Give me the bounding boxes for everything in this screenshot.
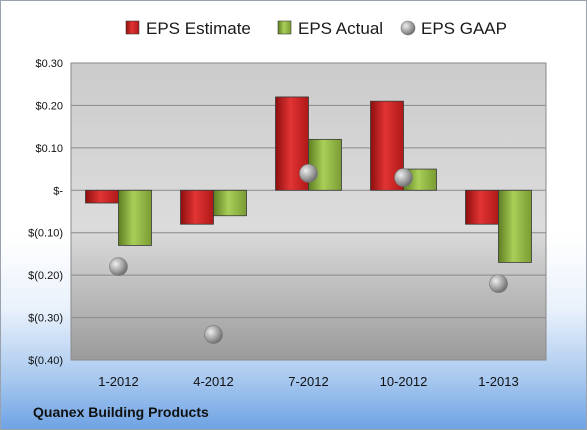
bar-eps-estimate-4-2012: [180, 189, 214, 225]
marker-eps-gaap-1-2012: [109, 257, 128, 276]
x-axis: 1-2012 4-2012 7-2012 10-2012 1-2013: [98, 374, 518, 389]
legend-swatch: [400, 20, 416, 36]
bar-eps-actual-4-2012: [213, 189, 247, 217]
y-tick-label: $(0.40): [28, 355, 63, 367]
bar-eps-estimate-1-2013: [465, 189, 499, 225]
legend-label: EPS Actual: [298, 19, 383, 38]
bar-eps-actual-1-2013: [498, 189, 532, 263]
y-tick-label: $(0.10): [28, 228, 63, 240]
legend: EPS Estimate EPS Actual EPS GAAP: [125, 19, 507, 38]
bar-eps-actual-7-2012: [308, 138, 342, 191]
x-tick-label: 1-2012: [98, 374, 138, 389]
x-tick-label: 7-2012: [288, 374, 328, 389]
y-tick-label: $0.10: [35, 143, 63, 155]
legend-swatch: [125, 20, 140, 35]
bar-eps-estimate-1-2012: [85, 189, 119, 204]
marker-eps-gaap-7-2012: [299, 164, 318, 183]
x-tick-label: 1-2013: [478, 374, 518, 389]
marker-eps-gaap-10-2012: [394, 168, 413, 187]
legend-label: EPS GAAP: [421, 19, 507, 38]
gaap-markers: [109, 164, 508, 344]
marker-eps-gaap-4-2012: [204, 325, 223, 344]
legend-label: EPS Estimate: [146, 19, 251, 38]
x-tick-label: 10-2012: [380, 374, 428, 389]
bars: [85, 96, 532, 263]
y-axis: $0.30 $0.20 $0.10 $- $(0.10) $(0.20) $(0.30) $(…: [28, 58, 63, 367]
legend-swatch: [277, 20, 292, 35]
y-tick-label: $(0.30): [28, 313, 63, 325]
footer-company-name: Quanex Building Products: [33, 404, 209, 420]
marker-eps-gaap-1-2013: [489, 274, 508, 293]
y-tick-label: $0.20: [35, 100, 63, 112]
y-tick-label: $-: [53, 185, 63, 197]
x-tick-label: 4-2012: [193, 374, 233, 389]
y-tick-label: $0.30: [35, 58, 63, 70]
bar-eps-actual-1-2012: [118, 189, 152, 246]
y-tick-label: $(0.20): [28, 270, 63, 282]
